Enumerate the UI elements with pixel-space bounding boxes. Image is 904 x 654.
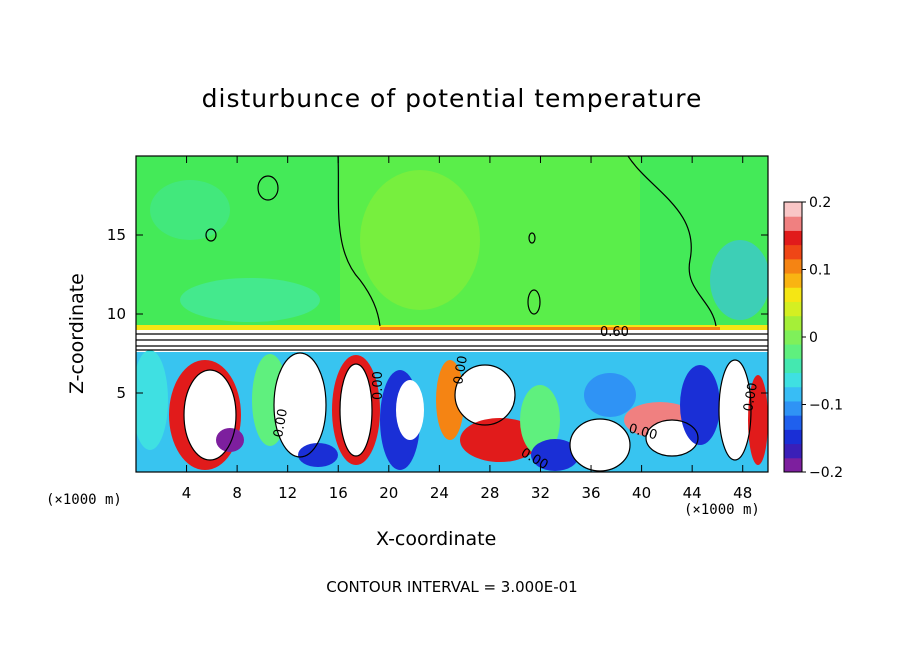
y-axis-ticks: 5 10 15 — [107, 226, 768, 402]
y-axis-label: Z-coordinate — [66, 273, 88, 394]
x-tick-label: 4 — [182, 484, 192, 502]
colorbar-swatch — [784, 358, 802, 374]
lower-layer-cells — [136, 350, 768, 471]
colorbar-tick-label: 0.2 — [809, 195, 831, 211]
x-tick-label: 8 — [232, 484, 242, 502]
inversion-band — [136, 330, 768, 352]
colorbar-swatch — [784, 258, 802, 274]
colorbar-swatch — [784, 273, 802, 288]
contour-label-060: 0.60 — [600, 325, 629, 340]
colorbar-swatch — [784, 230, 802, 246]
colorbar-tick-label: −0.1 — [809, 398, 843, 414]
colorbar-swatch — [784, 457, 802, 473]
colorbar-swatch — [784, 443, 802, 459]
colorbar: −0.2 −0.1 0 0.1 0.2 — [783, 195, 843, 481]
inversion-warm-core — [380, 327, 720, 330]
colorbar-swatch — [784, 202, 802, 217]
x-unit-left: (×1000 m) — [46, 492, 122, 508]
colorbar-swatch — [784, 372, 802, 388]
colorbar-swatch — [784, 216, 802, 231]
upper-field-cool-low — [180, 278, 320, 322]
contour-label: 0.00 — [271, 408, 291, 439]
x-unit-right: (×1000 m) — [684, 502, 760, 518]
colorbar-swatch — [784, 301, 802, 317]
x-axis-label: X-coordinate — [376, 528, 497, 550]
y-tick-label: 10 — [107, 305, 126, 323]
colorbar-swatch — [784, 287, 802, 302]
x-tick-label: 36 — [581, 484, 600, 502]
colorbar-swatch — [784, 386, 802, 402]
upper-field-cool-patch — [150, 180, 230, 240]
x-tick-label: 48 — [733, 484, 752, 502]
colorbar-swatch — [784, 400, 802, 416]
chart-title: disturbunce of potential temperature — [201, 84, 703, 113]
x-tick-label: 44 — [683, 484, 702, 502]
x-tick-label: 12 — [278, 484, 297, 502]
x-axis-ticks: 4 8 12 16 20 24 28 32 36 40 44 48 — [182, 156, 752, 502]
plot-area: 0.60 0.00 0.00 0.00 0.00 0.00 0.00 — [136, 156, 768, 472]
colorbar-tick-label: 0.1 — [809, 263, 831, 279]
x-tick-label: 32 — [531, 484, 550, 502]
contour-label: 0.00 — [451, 355, 471, 386]
x-tick-label: 16 — [329, 484, 348, 502]
upper-field-cool-edge — [710, 240, 768, 320]
colorbar-swatch — [784, 244, 802, 260]
contour-label: 0.00 — [741, 382, 761, 413]
x-tick-label: 20 — [379, 484, 398, 502]
contour-label: 0.00 — [627, 421, 659, 443]
y-tick-label: 15 — [107, 226, 126, 244]
upper-field-warm-core — [360, 170, 480, 310]
contour-lines — [136, 156, 768, 472]
contour-interval-note: CONTOUR INTERVAL = 3.000E-01 — [326, 578, 578, 596]
colorbar-swatch — [784, 344, 802, 359]
colorbar-tick-label: 0 — [809, 330, 818, 346]
colorbar-swatch — [784, 329, 802, 345]
colorbar-tick-label: −0.2 — [809, 465, 843, 481]
colorbar-swatch — [784, 415, 802, 430]
y-tick-label: 5 — [116, 384, 126, 402]
upper-field-warm-patch — [340, 156, 640, 330]
contour-label: 0.00 — [371, 371, 386, 400]
x-tick-label: 40 — [632, 484, 651, 502]
x-tick-label: 28 — [480, 484, 499, 502]
x-tick-label: 24 — [430, 484, 449, 502]
colorbar-swatch — [784, 315, 802, 331]
colorbar-swatch — [784, 429, 802, 445]
